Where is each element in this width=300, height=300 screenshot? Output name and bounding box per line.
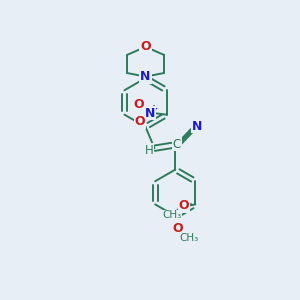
Text: +: + [150,104,158,114]
Text: CH₃: CH₃ [162,210,181,220]
Text: O: O [140,40,151,53]
Text: N: N [192,120,202,133]
Text: H: H [145,144,154,157]
Text: C: C [172,138,181,151]
Text: N: N [145,106,155,120]
Text: CH₃: CH₃ [179,233,199,243]
Text: O: O [135,115,145,128]
Text: -: - [132,95,137,105]
Text: O: O [172,222,183,235]
Text: O: O [134,98,144,111]
Text: O: O [179,200,189,212]
Text: N: N [140,70,151,83]
